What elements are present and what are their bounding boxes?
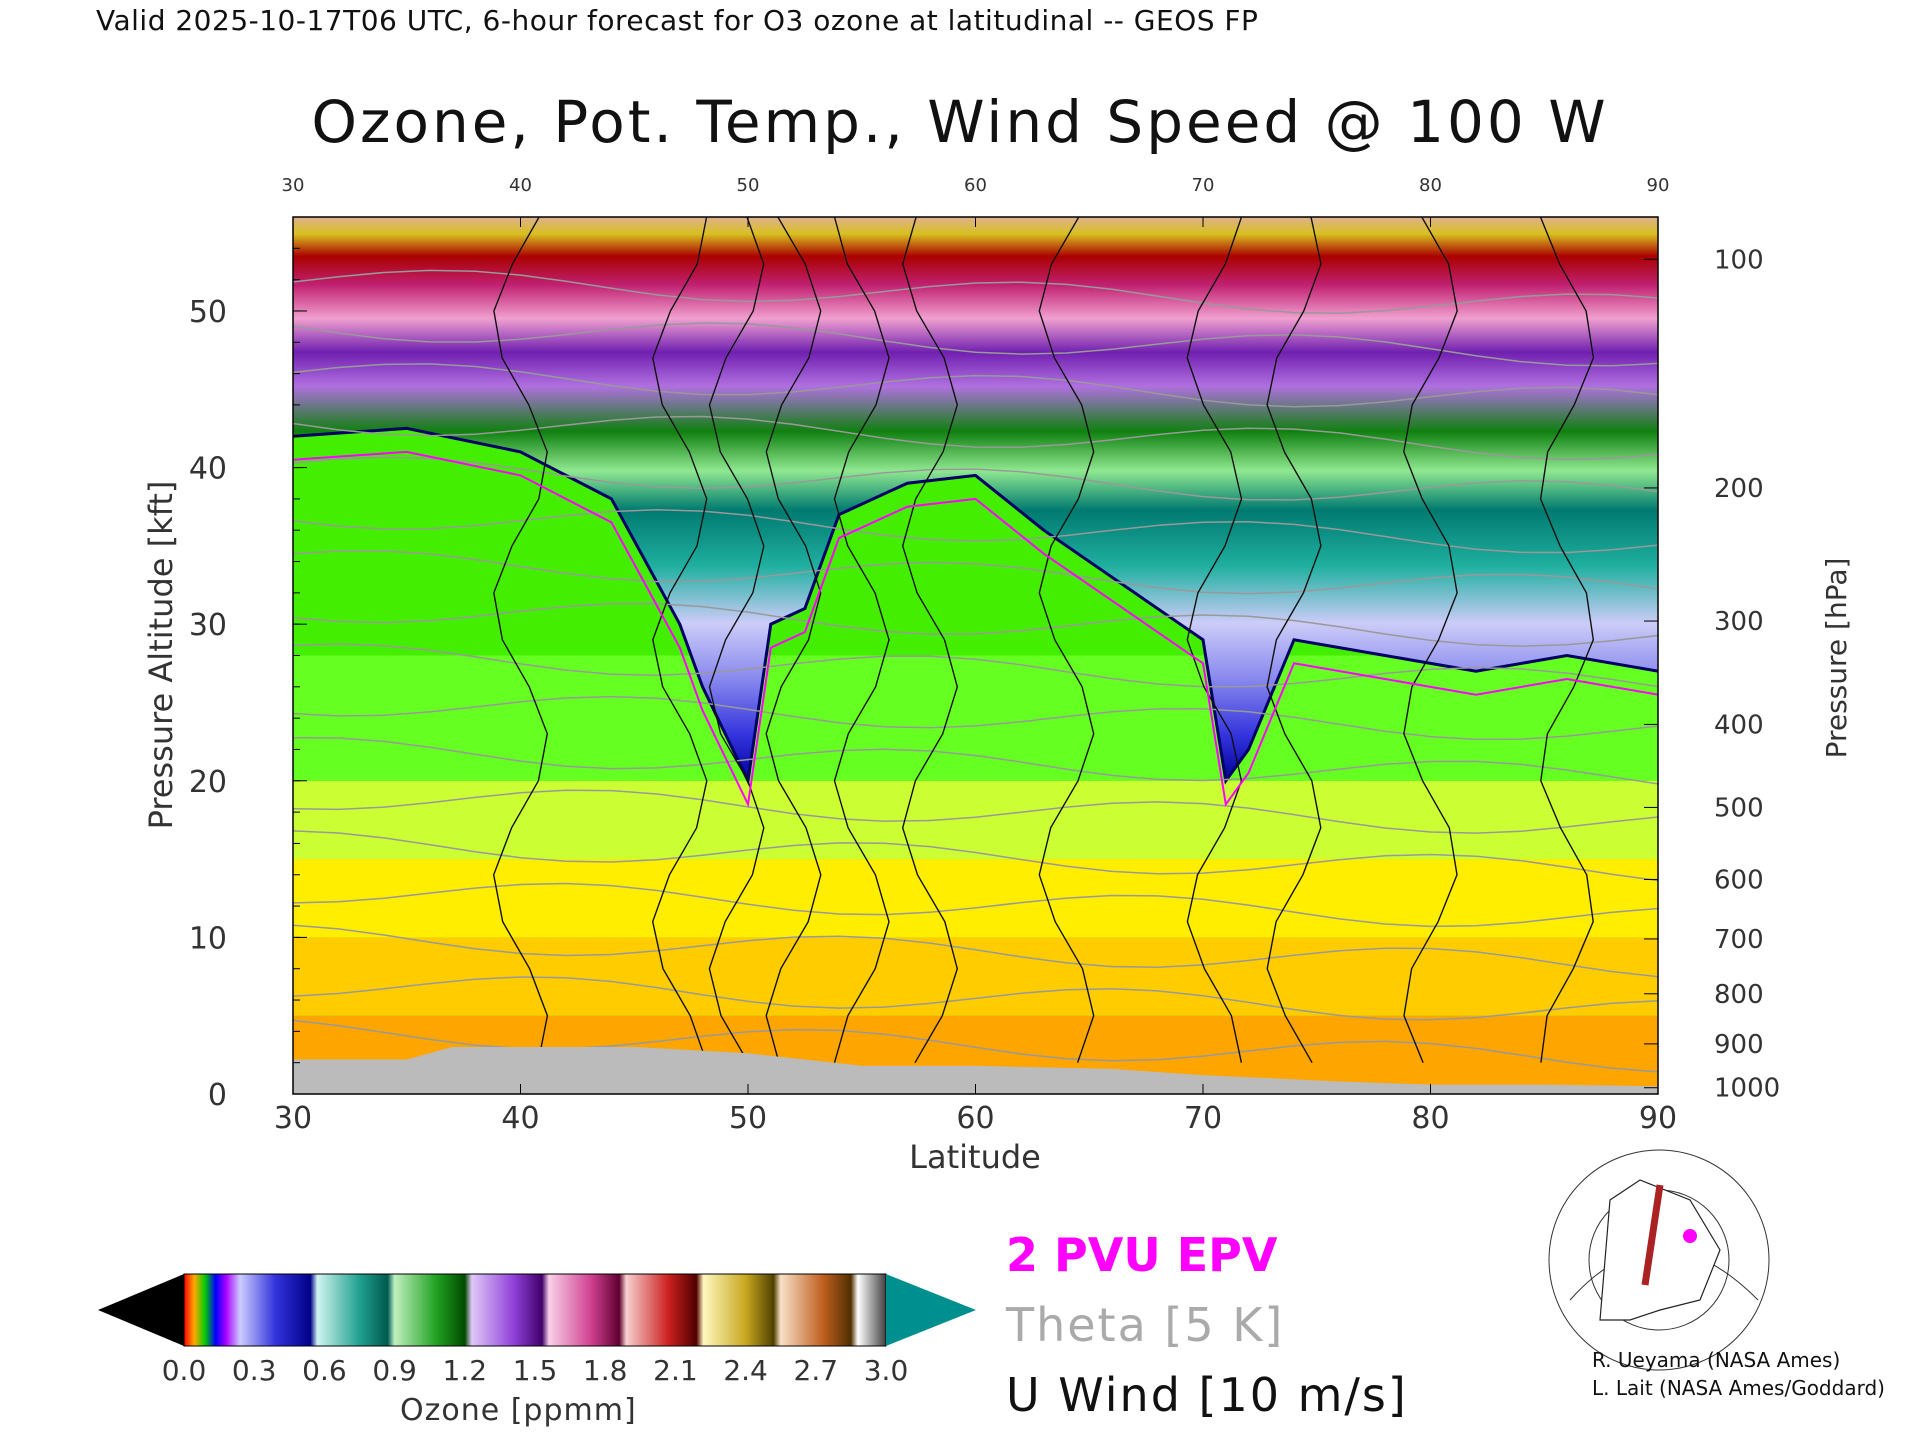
y-tick-label: 20 xyxy=(189,765,227,800)
theta-contour xyxy=(293,322,1658,367)
x-tick-label: 30 xyxy=(274,1101,312,1136)
theta-contour xyxy=(293,269,1658,314)
theta-contour xyxy=(293,695,1658,741)
u-wind-contour xyxy=(901,217,959,1064)
colorbar-tick-label: 0.0 xyxy=(161,1354,207,1387)
theta-contour xyxy=(293,830,1658,882)
x-axis-label: Latitude xyxy=(909,1138,1041,1176)
u-wind-contour xyxy=(1038,217,1095,1063)
x-top-tick-label: 80 xyxy=(1419,175,1442,196)
epv-2pvu-contour xyxy=(293,450,1658,808)
pressure-tick-label: 300 xyxy=(1714,607,1764,637)
credit-line-2: L. Lait (NASA Ames/Goddard) xyxy=(1592,1376,1885,1400)
theta-contour xyxy=(293,789,1658,834)
y-tick-label: 30 xyxy=(189,608,227,643)
theta-contour xyxy=(293,976,1658,1021)
pressure-tick-label: 200 xyxy=(1714,474,1764,504)
x-tick-label: 70 xyxy=(1184,1101,1222,1136)
colorbar-tick-label: 3.0 xyxy=(863,1354,909,1387)
pressure-tick-label: 400 xyxy=(1714,710,1764,740)
u-wind-contours xyxy=(492,217,1595,1064)
theta-contour xyxy=(293,643,1658,688)
theta-contour xyxy=(293,363,1658,408)
pressure-tick-label: 600 xyxy=(1714,865,1764,895)
troposphere-bands xyxy=(293,655,1658,1094)
colorbar-high-arrow xyxy=(886,1274,976,1346)
theta-contour xyxy=(293,456,1658,501)
colorbar-label: Ozone [ppmm] xyxy=(400,1393,637,1428)
x-top-tick-label: 90 xyxy=(1647,175,1670,196)
pressure-tick-label: 100 xyxy=(1714,245,1764,275)
u-wind-contour xyxy=(765,217,822,1063)
location-inset-map xyxy=(1548,1149,1770,1371)
tropopause-line xyxy=(293,426,1658,786)
pressure-axis-ticks: 100 200 300 400 500 600 700 800 900 1000 xyxy=(1644,245,1780,1104)
colorbar-tick-label: 2.1 xyxy=(653,1354,698,1387)
x-tick-label: 40 xyxy=(501,1101,539,1136)
theta-contour xyxy=(293,736,1658,785)
pressure-tick-label: 1000 xyxy=(1714,1074,1780,1104)
legend-epv: 2 PVU EPV xyxy=(1006,1228,1278,1282)
terrain-mask xyxy=(293,1047,1658,1094)
colorbar-tick-label: 2.7 xyxy=(793,1354,839,1387)
colorbar-tick-label: 1.8 xyxy=(582,1354,628,1387)
u-wind-contour xyxy=(1186,217,1243,1063)
colorbar-tick-label: 1.2 xyxy=(442,1354,488,1387)
x-axis-ticks: 30 40 50 60 70 80 90 xyxy=(274,1084,1677,1136)
credit-line-1: R. Ueyama (NASA Ames) xyxy=(1592,1348,1841,1372)
theta-contour xyxy=(293,550,1658,595)
colorbar-tick-label: 0.3 xyxy=(231,1354,277,1387)
x-top-tick-label: 50 xyxy=(737,175,760,196)
u-wind-contour xyxy=(1539,217,1595,1063)
u-wind-contour xyxy=(833,217,890,1063)
x-tick-label: 60 xyxy=(956,1101,994,1136)
theta-contour xyxy=(293,602,1658,647)
theta-contour xyxy=(293,882,1658,928)
colorbar-tick-label: 2.4 xyxy=(723,1354,768,1387)
colorbar-tick-label: 0.9 xyxy=(372,1354,417,1387)
legend-theta: Theta [5 K] xyxy=(1006,1298,1285,1352)
colorbar-tick-label: 1.5 xyxy=(512,1354,558,1387)
legend-u-wind: U Wind [10 m/s] xyxy=(1006,1368,1408,1422)
y-axis-label: Pressure Altitude [kft] xyxy=(142,481,180,830)
stratosphere-region xyxy=(293,217,1658,781)
ozone-band xyxy=(293,655,1658,781)
theta-contour xyxy=(293,415,1658,461)
pressure-tick-label: 900 xyxy=(1714,1030,1764,1060)
pressure-tick-label: 500 xyxy=(1714,793,1764,823)
theta-contour xyxy=(293,509,1658,554)
u-wind-contour xyxy=(708,217,765,1064)
y-axis-ticks: 0 10 20 30 40 50 xyxy=(189,216,307,1113)
ozone-band xyxy=(293,859,1658,938)
x-top-tick-label: 70 xyxy=(1192,175,1215,196)
u-wind-contour xyxy=(1266,217,1322,1064)
u-wind-contour xyxy=(492,217,549,1063)
x-top-tick-label: 30 xyxy=(282,175,305,196)
chart-title: Ozone, Pot. Temp., Wind Speed @ 100 W xyxy=(311,88,1609,156)
pressure-tick-label: 700 xyxy=(1714,925,1764,955)
ozone-band xyxy=(293,780,1658,860)
u-wind-contour xyxy=(651,217,708,1063)
x-tick-label: 50 xyxy=(729,1101,767,1136)
y-tick-label: 50 xyxy=(189,295,227,330)
x-top-tick-label: 40 xyxy=(509,175,532,196)
y-tick-label: 0 xyxy=(208,1078,227,1113)
colorbar-tick-label: 0.6 xyxy=(302,1354,347,1387)
pressure-tick-label: 800 xyxy=(1714,980,1764,1010)
x-axis-top-ticks: 30 40 50 60 70 80 90 xyxy=(282,175,1670,227)
x-top-tick-label: 60 xyxy=(964,175,987,196)
y-tick-label: 10 xyxy=(189,921,227,956)
u-wind-contour xyxy=(1403,217,1458,1063)
colorbar-gradient xyxy=(183,1273,887,1347)
valid-time-header: Valid 2025-10-17T06 UTC, 6-hour forecast… xyxy=(96,4,1259,37)
y-tick-label: 40 xyxy=(189,452,227,487)
pressure-axis-label: Pressure [hPa] xyxy=(1820,558,1853,759)
x-tick-label: 80 xyxy=(1411,1101,1449,1136)
x-tick-label: 90 xyxy=(1639,1101,1677,1136)
colorbar-low-arrow xyxy=(98,1274,184,1346)
